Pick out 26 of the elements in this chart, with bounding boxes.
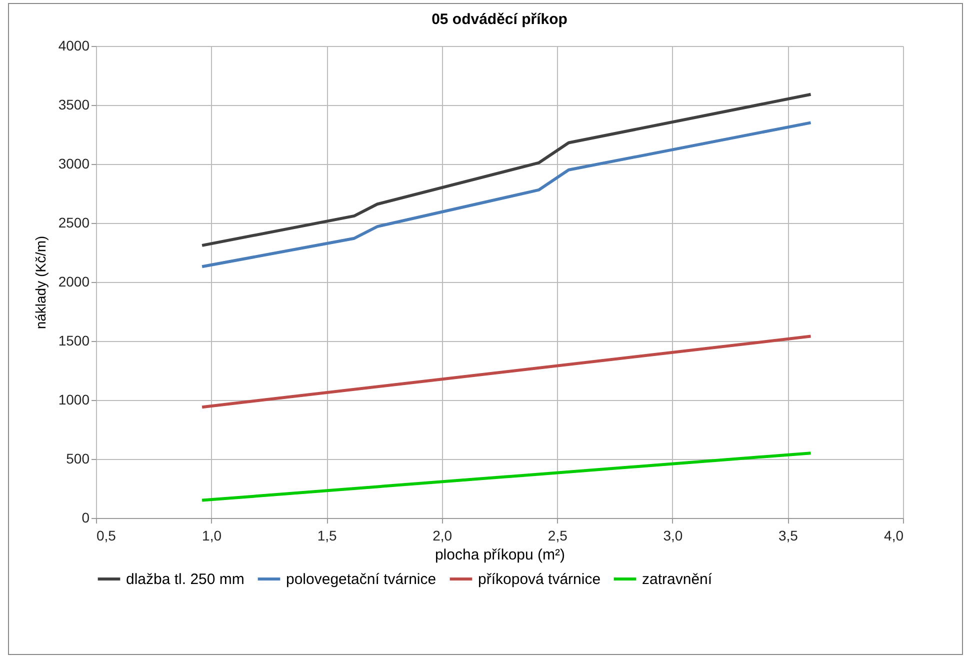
x-tick-label: 2,5 [548,528,568,544]
line-series [200,121,812,268]
x-tick-label: 1,5 [317,528,338,544]
legend-label: příkopová tvárnice [478,571,601,588]
y-tick-label: 1500 [58,332,90,348]
y-tick-label: 500 [66,450,90,466]
y-tick-label: 0 [82,510,90,526]
y-tick-label: 2000 [58,274,90,290]
y-tick-label: 2500 [58,214,90,230]
legend-label: zatravnění [642,571,713,588]
x-tick-label: 2,0 [432,528,452,544]
y-axis-title: náklady (Kč/m) [32,236,48,330]
x-tick-label: 4,0 [884,528,904,544]
x-tick-label: 1,0 [202,528,222,544]
x-tick-label: 3,5 [778,528,798,544]
legend-label: dlažba tl. 250 mm [126,571,244,588]
y-tick-label: 1000 [58,392,90,408]
y-tick-label: 3000 [58,156,90,172]
chart-title: 05 odváděcí příkop [432,11,568,28]
x-tick-label: 3,0 [663,528,683,544]
x-axis-title: plocha příkopu (m²) [434,546,566,564]
x-tick-label: 0,5 [96,528,116,544]
y-tick-label: 4000 [58,38,90,54]
y-tick-label: 3500 [58,96,90,112]
line-series [200,92,812,247]
legend-label: polovegetační tvárnice [286,571,436,588]
